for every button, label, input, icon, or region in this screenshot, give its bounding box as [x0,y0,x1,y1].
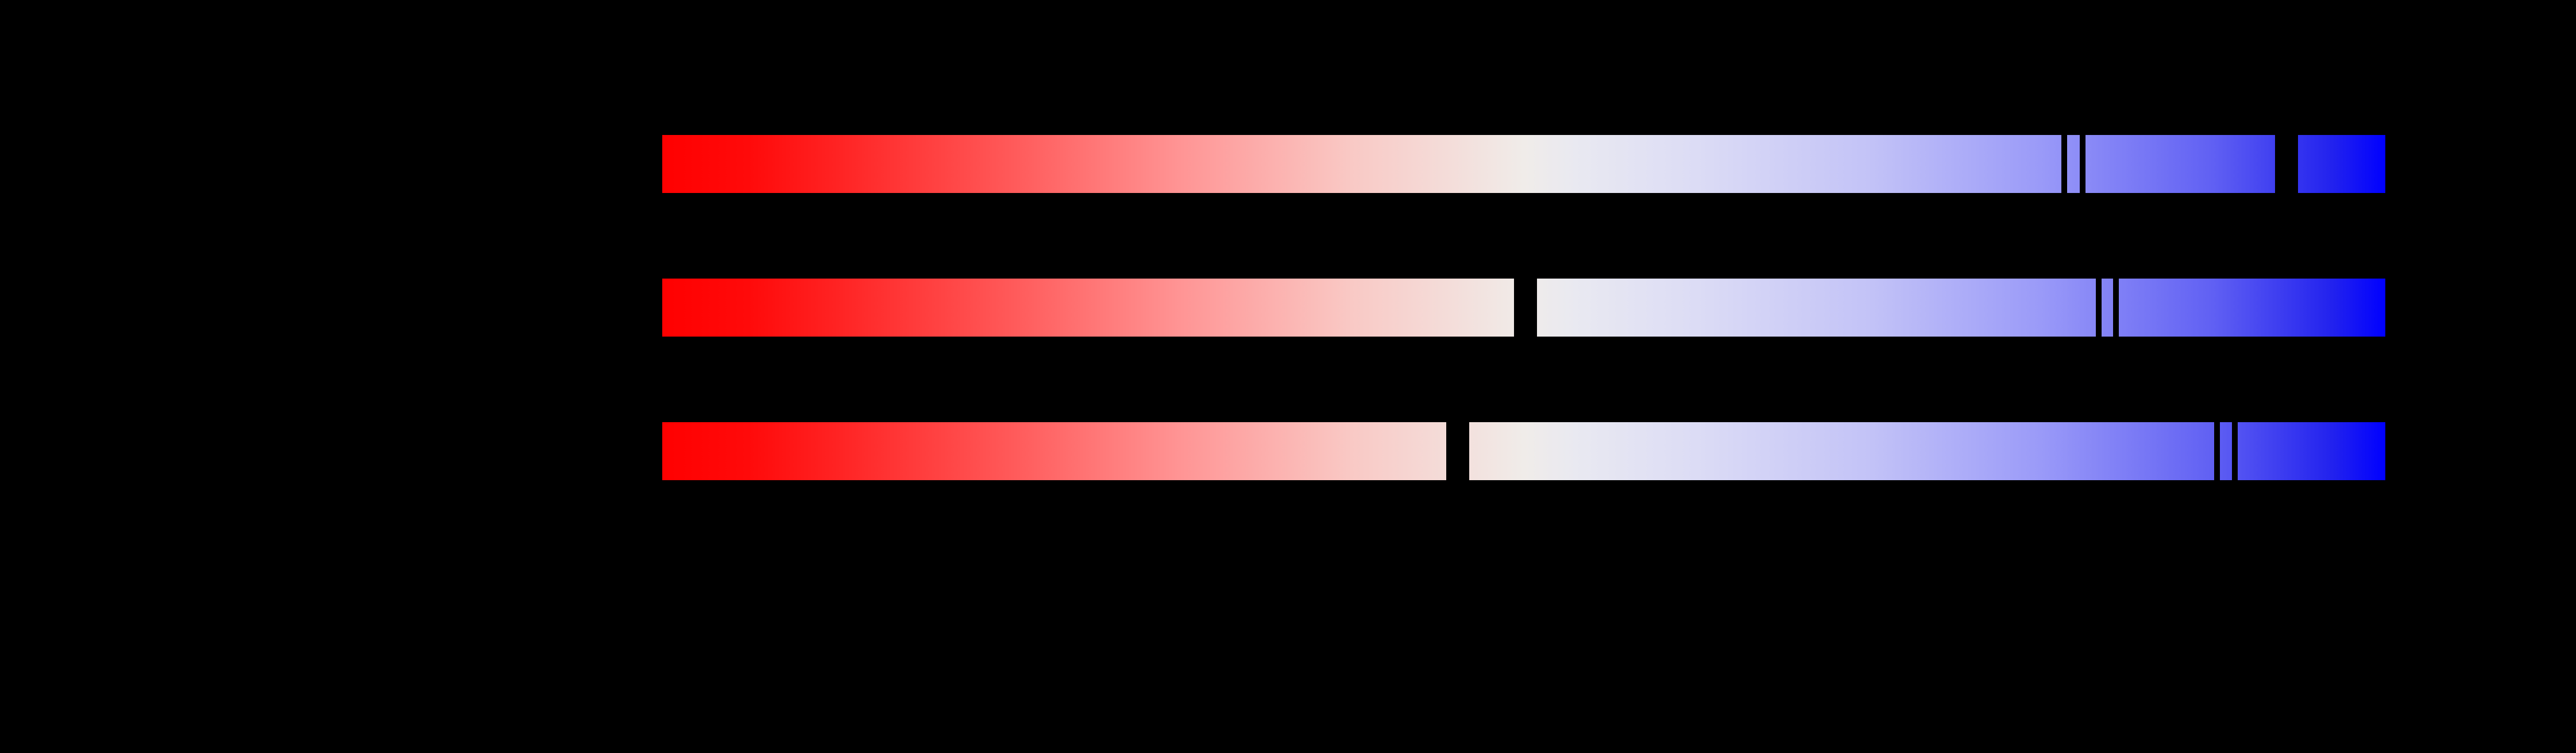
gradient-strip-1 [662,135,2385,193]
tick-marker [2113,279,2119,337]
gap-marker [1446,422,1470,480]
tick-marker [2231,422,2238,480]
gap-marker [2275,135,2299,193]
gradient-strip-3 [662,422,2385,480]
tick-marker [2214,422,2220,480]
gap-marker [1514,279,1537,337]
tick-marker [2079,135,2085,193]
gradient-strip-2 [662,279,2385,337]
tick-marker [2061,135,2067,193]
tick-marker [2096,279,2102,337]
